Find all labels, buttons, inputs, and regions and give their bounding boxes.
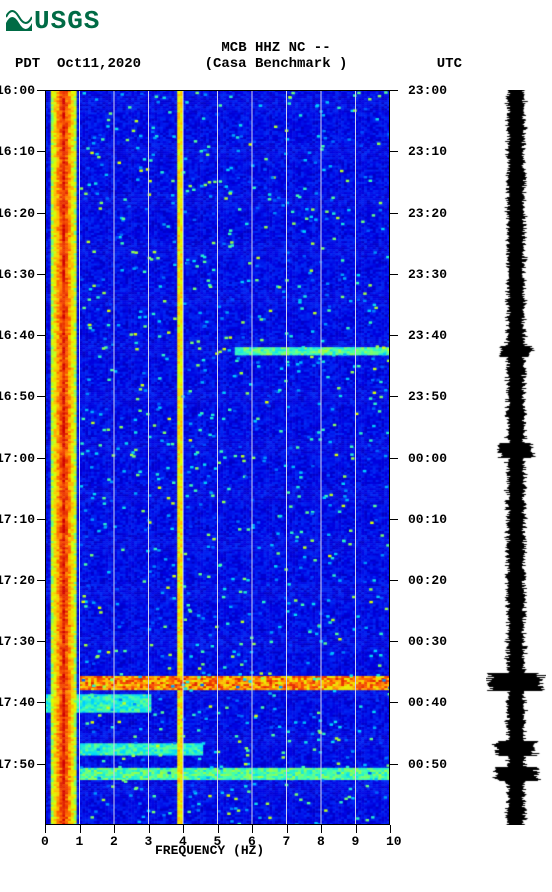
- right-time-tick: 00:40: [408, 695, 447, 710]
- left-time-tick: 16:40: [0, 328, 35, 343]
- right-time-tick: 23:50: [408, 389, 447, 404]
- right-time-tick: 23:10: [408, 144, 447, 159]
- right-time-tick: 00:20: [408, 573, 447, 588]
- usgs-wave-icon: [6, 9, 32, 31]
- usgs-logo: USGS: [6, 6, 100, 36]
- left-time-tick: 17:20: [0, 573, 35, 588]
- left-time-tick: 17:00: [0, 451, 35, 466]
- spectrogram-canvas: [45, 90, 390, 825]
- right-time-tick: 00:10: [408, 512, 447, 527]
- tz-right: UTC: [437, 56, 462, 72]
- freq-tick: 0: [41, 834, 49, 849]
- freq-tick: 1: [76, 834, 84, 849]
- freq-tick: 2: [110, 834, 118, 849]
- header-left: PDT Oct11,2020: [15, 56, 141, 72]
- x-axis-title: FREQUENCY (HZ): [155, 843, 264, 858]
- waveform-canvas: [486, 90, 546, 825]
- left-time-tick: 16:20: [0, 206, 35, 221]
- left-time-tick: 16:10: [0, 144, 35, 159]
- freq-tick: 9: [352, 834, 360, 849]
- right-time-tick: 23:30: [408, 267, 447, 282]
- left-time-tick: 16:00: [0, 83, 35, 98]
- left-time-tick: 16:30: [0, 267, 35, 282]
- left-time-tick: 17:40: [0, 695, 35, 710]
- left-time-tick: 17:30: [0, 634, 35, 649]
- usgs-text: USGS: [34, 6, 100, 36]
- freq-tick: 8: [317, 834, 325, 849]
- left-time-tick: 16:50: [0, 389, 35, 404]
- right-time-tick: 23:00: [408, 83, 447, 98]
- right-time-tick: 00:30: [408, 634, 447, 649]
- left-time-tick: 17:50: [0, 757, 35, 772]
- station-title: MCB HHZ NC --: [0, 40, 552, 56]
- right-time-tick: 23:40: [408, 328, 447, 343]
- left-time-tick: 17:10: [0, 512, 35, 527]
- right-time-tick: 23:20: [408, 206, 447, 221]
- waveform-panel: [486, 90, 546, 825]
- freq-tick: 10: [386, 834, 402, 849]
- right-time-tick: 00:00: [408, 451, 447, 466]
- freq-tick: 7: [283, 834, 291, 849]
- freq-tick: 3: [145, 834, 153, 849]
- header-date: Oct11,2020: [57, 56, 141, 72]
- tz-left: PDT: [15, 56, 40, 72]
- spectrogram-panel: [45, 90, 390, 825]
- right-time-tick: 00:50: [408, 757, 447, 772]
